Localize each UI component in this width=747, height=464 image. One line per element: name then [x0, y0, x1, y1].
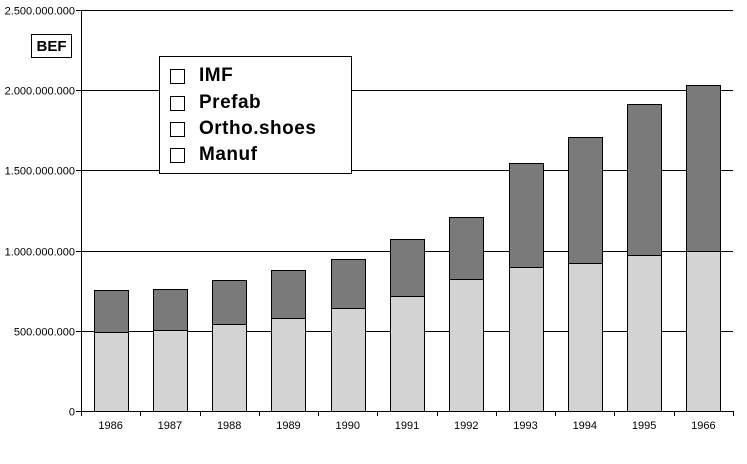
x-tick-label: 1987 [158, 420, 182, 432]
legend-label-ortho-shoes: Ortho.shoes [199, 118, 317, 139]
y-tick-label: 2.000.000.000 [5, 86, 75, 98]
bar-upper-1992 [449, 217, 484, 280]
x-tick-label: 1991 [395, 420, 419, 432]
legend-item-prefab: Prefab [170, 90, 261, 116]
legend-item-manuf: Manuf [170, 142, 257, 168]
unit-label: BEF [31, 34, 72, 58]
bar-lower-1966 [686, 251, 721, 412]
x-tick-label: 1966 [691, 420, 715, 432]
bar-lower-1988 [212, 324, 247, 412]
legend-label-manuf: Manuf [199, 144, 258, 165]
bar-upper-1988 [212, 280, 247, 325]
y-tick-label: 0 [69, 407, 75, 419]
bar-lower-1986 [94, 332, 129, 412]
bar-lower-1993 [509, 267, 544, 412]
y-tick-label: 2.500.000.000 [5, 6, 75, 18]
bar-lower-1991 [390, 296, 425, 412]
x-tick-label: 1989 [276, 420, 300, 432]
bar-lower-1990 [331, 308, 366, 412]
legend-label-prefab: Prefab [199, 92, 262, 113]
x-tick-label: 1993 [513, 420, 537, 432]
x-tick-label: 1994 [573, 420, 597, 432]
bar-upper-1991 [390, 239, 425, 297]
x-tick-label: 1990 [335, 420, 359, 432]
x-tick-label: 1995 [632, 420, 656, 432]
bar-upper-1990 [331, 259, 366, 309]
bar-upper-1993 [509, 163, 544, 268]
bar-upper-1987 [153, 289, 188, 331]
x-tick-label: 1986 [98, 420, 122, 432]
legend-swatch-prefab [170, 95, 185, 111]
bar-upper-1986 [94, 290, 129, 333]
legend-swatch-manuf [170, 147, 185, 163]
bar-lower-1989 [271, 318, 306, 412]
y-tick-label: 1.000.000.000 [5, 247, 75, 259]
bar-lower-1992 [449, 279, 484, 412]
x-tick-label: 1992 [454, 420, 478, 432]
bar-lower-1987 [153, 330, 188, 412]
legend-item-ortho-shoes: Ortho.shoes [170, 116, 316, 142]
bar-upper-1994 [568, 137, 603, 264]
bar-lower-1994 [568, 263, 603, 412]
bar-lower-1995 [627, 255, 662, 412]
legend-swatch-ortho-shoes [170, 121, 185, 137]
legend: IMF Prefab Ortho.shoes Manuf [159, 56, 352, 174]
x-tick-label: 1988 [217, 420, 241, 432]
y-tick-label: 500.000.000 [14, 327, 75, 339]
legend-item-imf: IMF [170, 63, 233, 89]
y-tick-label: 1.500.000.000 [5, 166, 75, 178]
bar-upper-1989 [271, 270, 306, 319]
legend-swatch-imf [170, 68, 185, 84]
bar-upper-1995 [627, 104, 662, 256]
legend-label-imf: IMF [199, 65, 234, 86]
bar-upper-1966 [686, 85, 721, 252]
